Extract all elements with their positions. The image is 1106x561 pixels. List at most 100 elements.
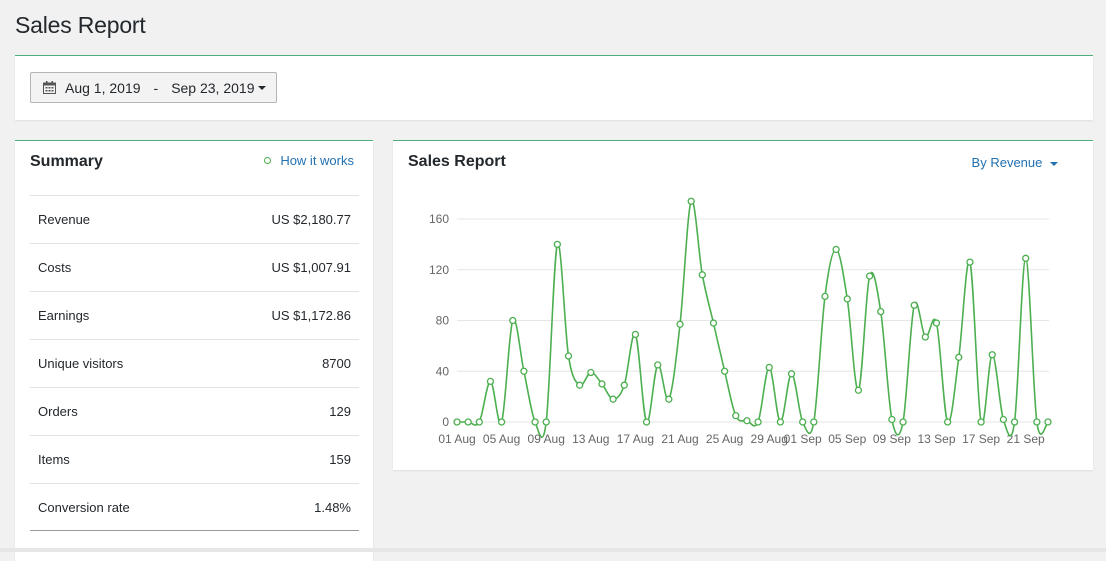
data-point[interactable] — [754, 418, 762, 426]
data-point[interactable] — [475, 418, 483, 426]
summary-row-revenue: Revenue US $2,180.77 — [30, 195, 359, 243]
data-point[interactable] — [587, 368, 595, 377]
data-point[interactable] — [1033, 418, 1041, 426]
data-point[interactable] — [799, 418, 807, 426]
data-point[interactable] — [977, 418, 985, 426]
x-tick-label: 25 Aug — [706, 432, 743, 446]
x-tick-label: 13 Sep — [917, 432, 955, 446]
summary-row-costs: Costs US $1,007.91 — [30, 243, 359, 291]
y-tick-label: 120 — [429, 263, 449, 277]
data-point[interactable] — [564, 352, 573, 360]
data-point[interactable] — [888, 415, 896, 424]
data-point[interactable] — [576, 381, 584, 389]
summary-value: 8700 — [322, 356, 351, 371]
data-point[interactable] — [1010, 418, 1019, 426]
data-point[interactable] — [955, 353, 963, 361]
revenue-series-line — [457, 199, 1049, 439]
x-tick-label: 01 Aug — [438, 432, 475, 446]
data-point[interactable] — [531, 418, 539, 426]
x-tick-label: 29 Aug — [751, 432, 788, 446]
data-point[interactable] — [654, 361, 662, 369]
summary-row-unique-visitors: Unique visitors 8700 — [30, 339, 359, 387]
y-tick-label: 160 — [429, 212, 449, 226]
data-point[interactable] — [609, 395, 617, 403]
data-point[interactable] — [821, 292, 829, 301]
y-tick-label: 0 — [442, 415, 449, 429]
data-point[interactable] — [743, 417, 751, 425]
metric-selector-dropdown[interactable]: By Revenue — [972, 155, 1058, 170]
data-point[interactable] — [865, 272, 874, 280]
data-point[interactable] — [509, 316, 517, 325]
summary-row-orders: Orders 129 — [30, 387, 359, 435]
data-point[interactable] — [453, 418, 461, 426]
summary-row-items: Items 159 — [30, 435, 359, 483]
data-point[interactable] — [899, 418, 907, 426]
sales-chart-panel: Sales Report By Revenue 0 40 80 120 160 01 Au… — [393, 140, 1093, 470]
data-point[interactable] — [765, 363, 773, 372]
summary-value: 129 — [329, 404, 351, 419]
data-point[interactable] — [1022, 254, 1030, 262]
data-point[interactable] — [631, 330, 640, 339]
metric-selector-label: By Revenue — [971, 155, 1043, 170]
date-range-card: Aug 1, 2019 - Sep 23, 2019 — [15, 55, 1093, 120]
data-point[interactable] — [687, 197, 695, 205]
y-tick-label: 40 — [436, 364, 450, 378]
summary-value: 159 — [329, 452, 351, 467]
summary-panel: Summary How it works Revenue US $2,180.7… — [15, 140, 373, 561]
x-tick-label: 21 Aug — [661, 432, 698, 446]
data-point[interactable] — [464, 418, 472, 426]
summary-row-conversion-rate: Conversion rate 1.48% — [30, 483, 359, 531]
data-point[interactable] — [943, 418, 952, 426]
data-point[interactable] — [665, 395, 673, 403]
data-point[interactable] — [520, 367, 528, 375]
calendar-icon — [43, 81, 56, 94]
data-point[interactable] — [642, 418, 651, 426]
data-point[interactable] — [676, 320, 684, 328]
data-point[interactable] — [497, 418, 506, 426]
data-point[interactable] — [776, 418, 785, 426]
data-point[interactable] — [810, 418, 818, 426]
data-point[interactable] — [787, 370, 796, 378]
data-point[interactable] — [832, 245, 840, 254]
date-range-picker[interactable]: Aug 1, 2019 - Sep 23, 2019 — [30, 72, 277, 103]
data-point[interactable] — [966, 258, 974, 266]
summary-title: Summary — [30, 153, 103, 170]
data-point[interactable] — [988, 351, 996, 359]
how-it-works-label: How it works — [280, 153, 354, 168]
date-range-end: Sep 23, 2019 — [171, 79, 255, 96]
data-point[interactable] — [553, 240, 562, 249]
date-range-separator: - — [153, 79, 159, 96]
page-title: Sales Report — [15, 12, 146, 38]
summary-label: Orders — [38, 404, 78, 419]
data-point[interactable] — [720, 367, 729, 375]
data-point[interactable] — [932, 319, 941, 327]
x-tick-label: 21 Sep — [1007, 432, 1045, 446]
data-point[interactable] — [709, 319, 718, 327]
data-point[interactable] — [486, 377, 495, 386]
data-point[interactable] — [854, 386, 863, 394]
summary-table: Revenue US $2,180.77 Costs US $1,007.91 … — [30, 195, 359, 531]
circle-icon — [264, 157, 272, 164]
data-point[interactable] — [732, 412, 740, 420]
data-point[interactable] — [698, 271, 706, 279]
data-point[interactable] — [598, 380, 606, 388]
data-point[interactable] — [921, 333, 929, 341]
how-it-works-link[interactable]: How it works — [264, 153, 354, 168]
x-tick-label: 01 Sep — [784, 432, 822, 446]
data-point[interactable] — [910, 301, 918, 309]
x-tick-label: 05 Aug — [483, 432, 520, 446]
x-tick-label: 09 Sep — [873, 432, 911, 446]
data-point[interactable] — [877, 307, 885, 316]
chart-title: Sales Report — [408, 153, 506, 170]
summary-label: Earnings — [38, 308, 90, 323]
data-point[interactable] — [843, 295, 851, 303]
data-point[interactable] — [620, 381, 628, 389]
data-point[interactable] — [999, 415, 1008, 424]
data-point[interactable] — [542, 418, 550, 426]
chevron-down-icon — [1050, 161, 1058, 166]
summary-row-earnings: Earnings US $1,172.86 — [30, 291, 359, 339]
data-point[interactable] — [1044, 418, 1052, 426]
y-tick-label: 80 — [436, 314, 450, 328]
x-tick-label: 05 Sep — [828, 432, 866, 446]
summary-value: US $1,007.91 — [271, 260, 351, 275]
